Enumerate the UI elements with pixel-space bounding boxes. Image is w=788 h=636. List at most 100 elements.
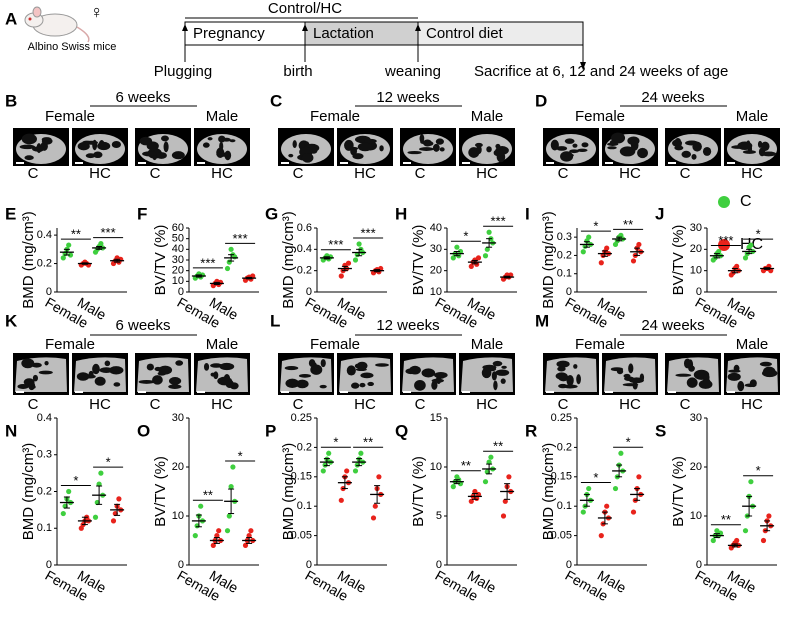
significance-label: * [593, 470, 598, 485]
data-point [475, 255, 482, 261]
data-point [326, 450, 332, 456]
pore [702, 146, 712, 156]
data-point [198, 503, 204, 509]
ct-image [400, 353, 456, 395]
image-label: HC [211, 396, 233, 413]
ct-image [459, 128, 515, 166]
panel-letter: P [265, 421, 276, 440]
arrow-head [415, 24, 421, 31]
pore [761, 151, 777, 157]
pore [210, 363, 223, 368]
y-tick-label: 0.2 [557, 441, 572, 453]
data-point [618, 450, 624, 456]
pore [475, 142, 483, 148]
panel-letter: M [535, 311, 549, 330]
panel-letter: S [655, 421, 666, 440]
panel-letter: F [137, 204, 147, 223]
panel-title: 6 weeks [115, 89, 170, 106]
bone [604, 357, 656, 392]
pore [357, 142, 373, 152]
y-tick-label: 15 [430, 412, 442, 424]
y-tick-label: 20 [172, 461, 184, 473]
group-label: Female [310, 108, 360, 125]
group-label: Female [575, 108, 625, 125]
pore [301, 152, 314, 163]
y-tick-label: 20 [690, 243, 702, 255]
pore [360, 372, 374, 379]
data-point [358, 450, 364, 456]
data-point [242, 542, 249, 549]
data-point [457, 481, 464, 487]
group-label: Male [471, 336, 504, 353]
pore [375, 363, 389, 367]
pore [85, 140, 98, 145]
pore [146, 363, 154, 371]
data-point [502, 498, 508, 504]
pore [624, 376, 635, 381]
y-axis-label: BMD (mg/cm³) [280, 443, 297, 541]
panel-title: 24 weeks [641, 317, 704, 334]
ct-image [724, 128, 780, 166]
pore [32, 146, 45, 152]
data-point [636, 241, 642, 248]
pore [359, 382, 366, 388]
image-label: C [680, 396, 691, 413]
ct-image [665, 353, 721, 395]
image-label: HC [741, 165, 763, 182]
panel-letter: K [5, 311, 18, 330]
pore [154, 366, 162, 372]
y-axis-label: BV/TV (%) [152, 225, 169, 296]
pore [431, 378, 444, 383]
y-tick-label: 0.2 [37, 257, 52, 269]
pore [346, 365, 356, 376]
event-label: Plugging [154, 63, 212, 80]
data-point [748, 242, 754, 248]
panel-letter: Q [395, 421, 408, 440]
pore [203, 363, 210, 371]
data-point [450, 484, 456, 490]
panel-title: 6 weeks [115, 317, 170, 334]
y-tick-label: 0.1 [37, 522, 52, 534]
data-point [216, 528, 222, 534]
pore [93, 151, 103, 159]
pore [492, 360, 503, 367]
panel-letter: A [5, 9, 17, 28]
data-point [482, 253, 489, 259]
ct-image [543, 128, 599, 166]
pore [44, 360, 49, 366]
pore [691, 153, 697, 160]
pore [435, 138, 444, 145]
ct-image [194, 353, 250, 395]
y-tick-label: 0.15 [551, 471, 572, 483]
y-axis-label: BMD (mg/cm³) [540, 211, 557, 309]
pore [727, 372, 741, 381]
significance-label: *** [718, 233, 733, 248]
pore [99, 367, 114, 373]
data-point [604, 503, 610, 509]
pore [319, 384, 327, 389]
pore [581, 142, 589, 148]
y-tick-label: 0.4 [297, 243, 312, 255]
y-axis-label: BMD (mg/cm³) [20, 443, 37, 541]
image-label: C [293, 396, 304, 413]
pore [761, 369, 778, 378]
data-point [92, 514, 99, 520]
significance-label: *** [361, 225, 376, 240]
pore [142, 151, 157, 157]
y-tick-label: 30 [690, 412, 702, 424]
pore [168, 377, 182, 385]
data-point [486, 229, 492, 235]
pore [569, 149, 580, 154]
data-point [454, 244, 460, 250]
pore [31, 385, 36, 389]
data-point [734, 263, 740, 269]
pore [163, 141, 169, 153]
data-point [598, 260, 604, 266]
pore [562, 384, 578, 389]
y-tick-label: 20 [172, 265, 184, 277]
ct-image [602, 128, 658, 166]
ct-image [665, 128, 721, 166]
legend-label: C [740, 193, 752, 210]
panel-title: 12 weeks [376, 317, 439, 334]
pore [675, 373, 692, 377]
